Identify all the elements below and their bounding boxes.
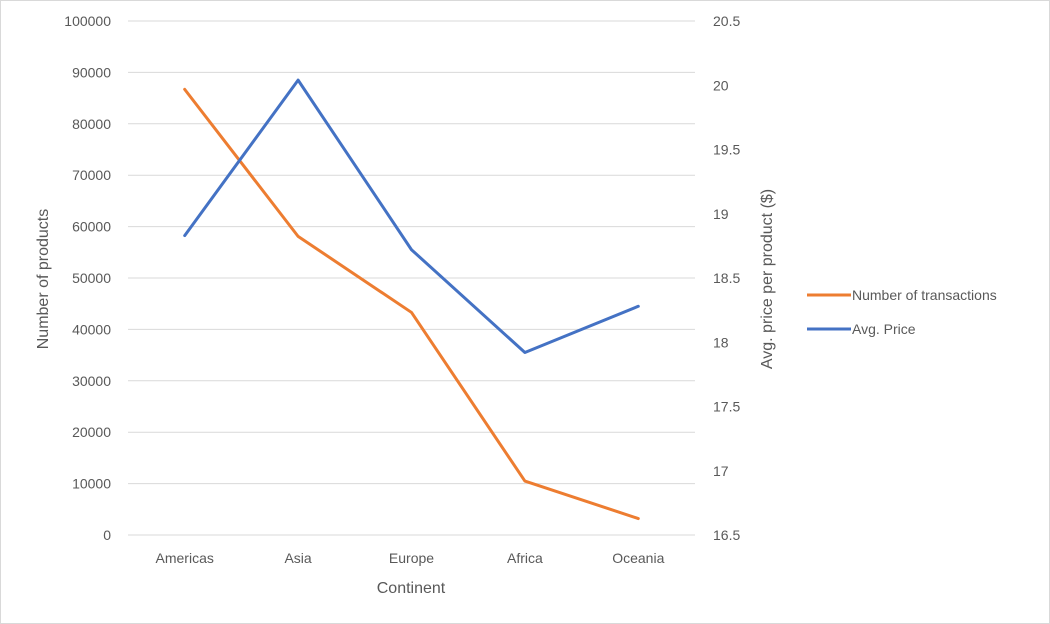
x-axis: Americas Asia Europe Africa Oceania [156,550,665,566]
y-tick-label: 10000 [72,476,111,492]
x-tick-label: Europe [389,550,434,566]
legend-label-transactions: Number of transactions [852,287,997,303]
gridlines [128,20,695,536]
y2-tick-label: 19 [713,206,729,222]
x-tick-label: Africa [507,550,543,566]
y-tick-label: 40000 [72,321,111,337]
y-axis-title: Number of products [35,209,52,350]
y2-axis-title: Avg. price per product ($) [759,189,776,369]
y2-tick-label: 17.5 [713,399,740,415]
y2-tick-label: 20 [713,77,729,93]
y2-tick-label: 19.5 [713,142,740,158]
x-tick-label: Americas [156,550,214,566]
series-line-avg-price [183,78,640,355]
y2-tick-label: 18.5 [713,270,740,286]
series-line-transactions [183,87,640,521]
series-lines [183,78,640,521]
y-axis-left: 0 10000 20000 30000 40000 50000 60000 70000 8000… [64,13,111,543]
legend-label-avg-price: Avg. Price [852,321,916,337]
y-tick-label: 60000 [72,219,111,235]
y-tick-label: 50000 [72,270,111,286]
y-tick-label: 0 [103,527,111,543]
y2-tick-label: 16.5 [713,527,740,543]
x-axis-title: Continent [377,580,446,597]
legend: Number of transactions Avg. Price [807,287,997,337]
y2-tick-label: 20.5 [713,13,740,29]
y2-tick-label: 18 [713,334,729,350]
y-tick-label: 90000 [72,64,111,80]
y-tick-label: 70000 [72,167,111,183]
y-tick-label: 30000 [72,373,111,389]
y-tick-label: 20000 [72,424,111,440]
y-tick-label: 100000 [64,13,111,29]
y-tick-label: 80000 [72,116,111,132]
y-axis-right: 16.5 17 17.5 18 18.5 19 19.5 20 20.5 [713,13,740,543]
x-tick-label: Oceania [612,550,664,566]
y2-tick-label: 17 [713,463,729,479]
x-tick-label: Asia [284,550,311,566]
